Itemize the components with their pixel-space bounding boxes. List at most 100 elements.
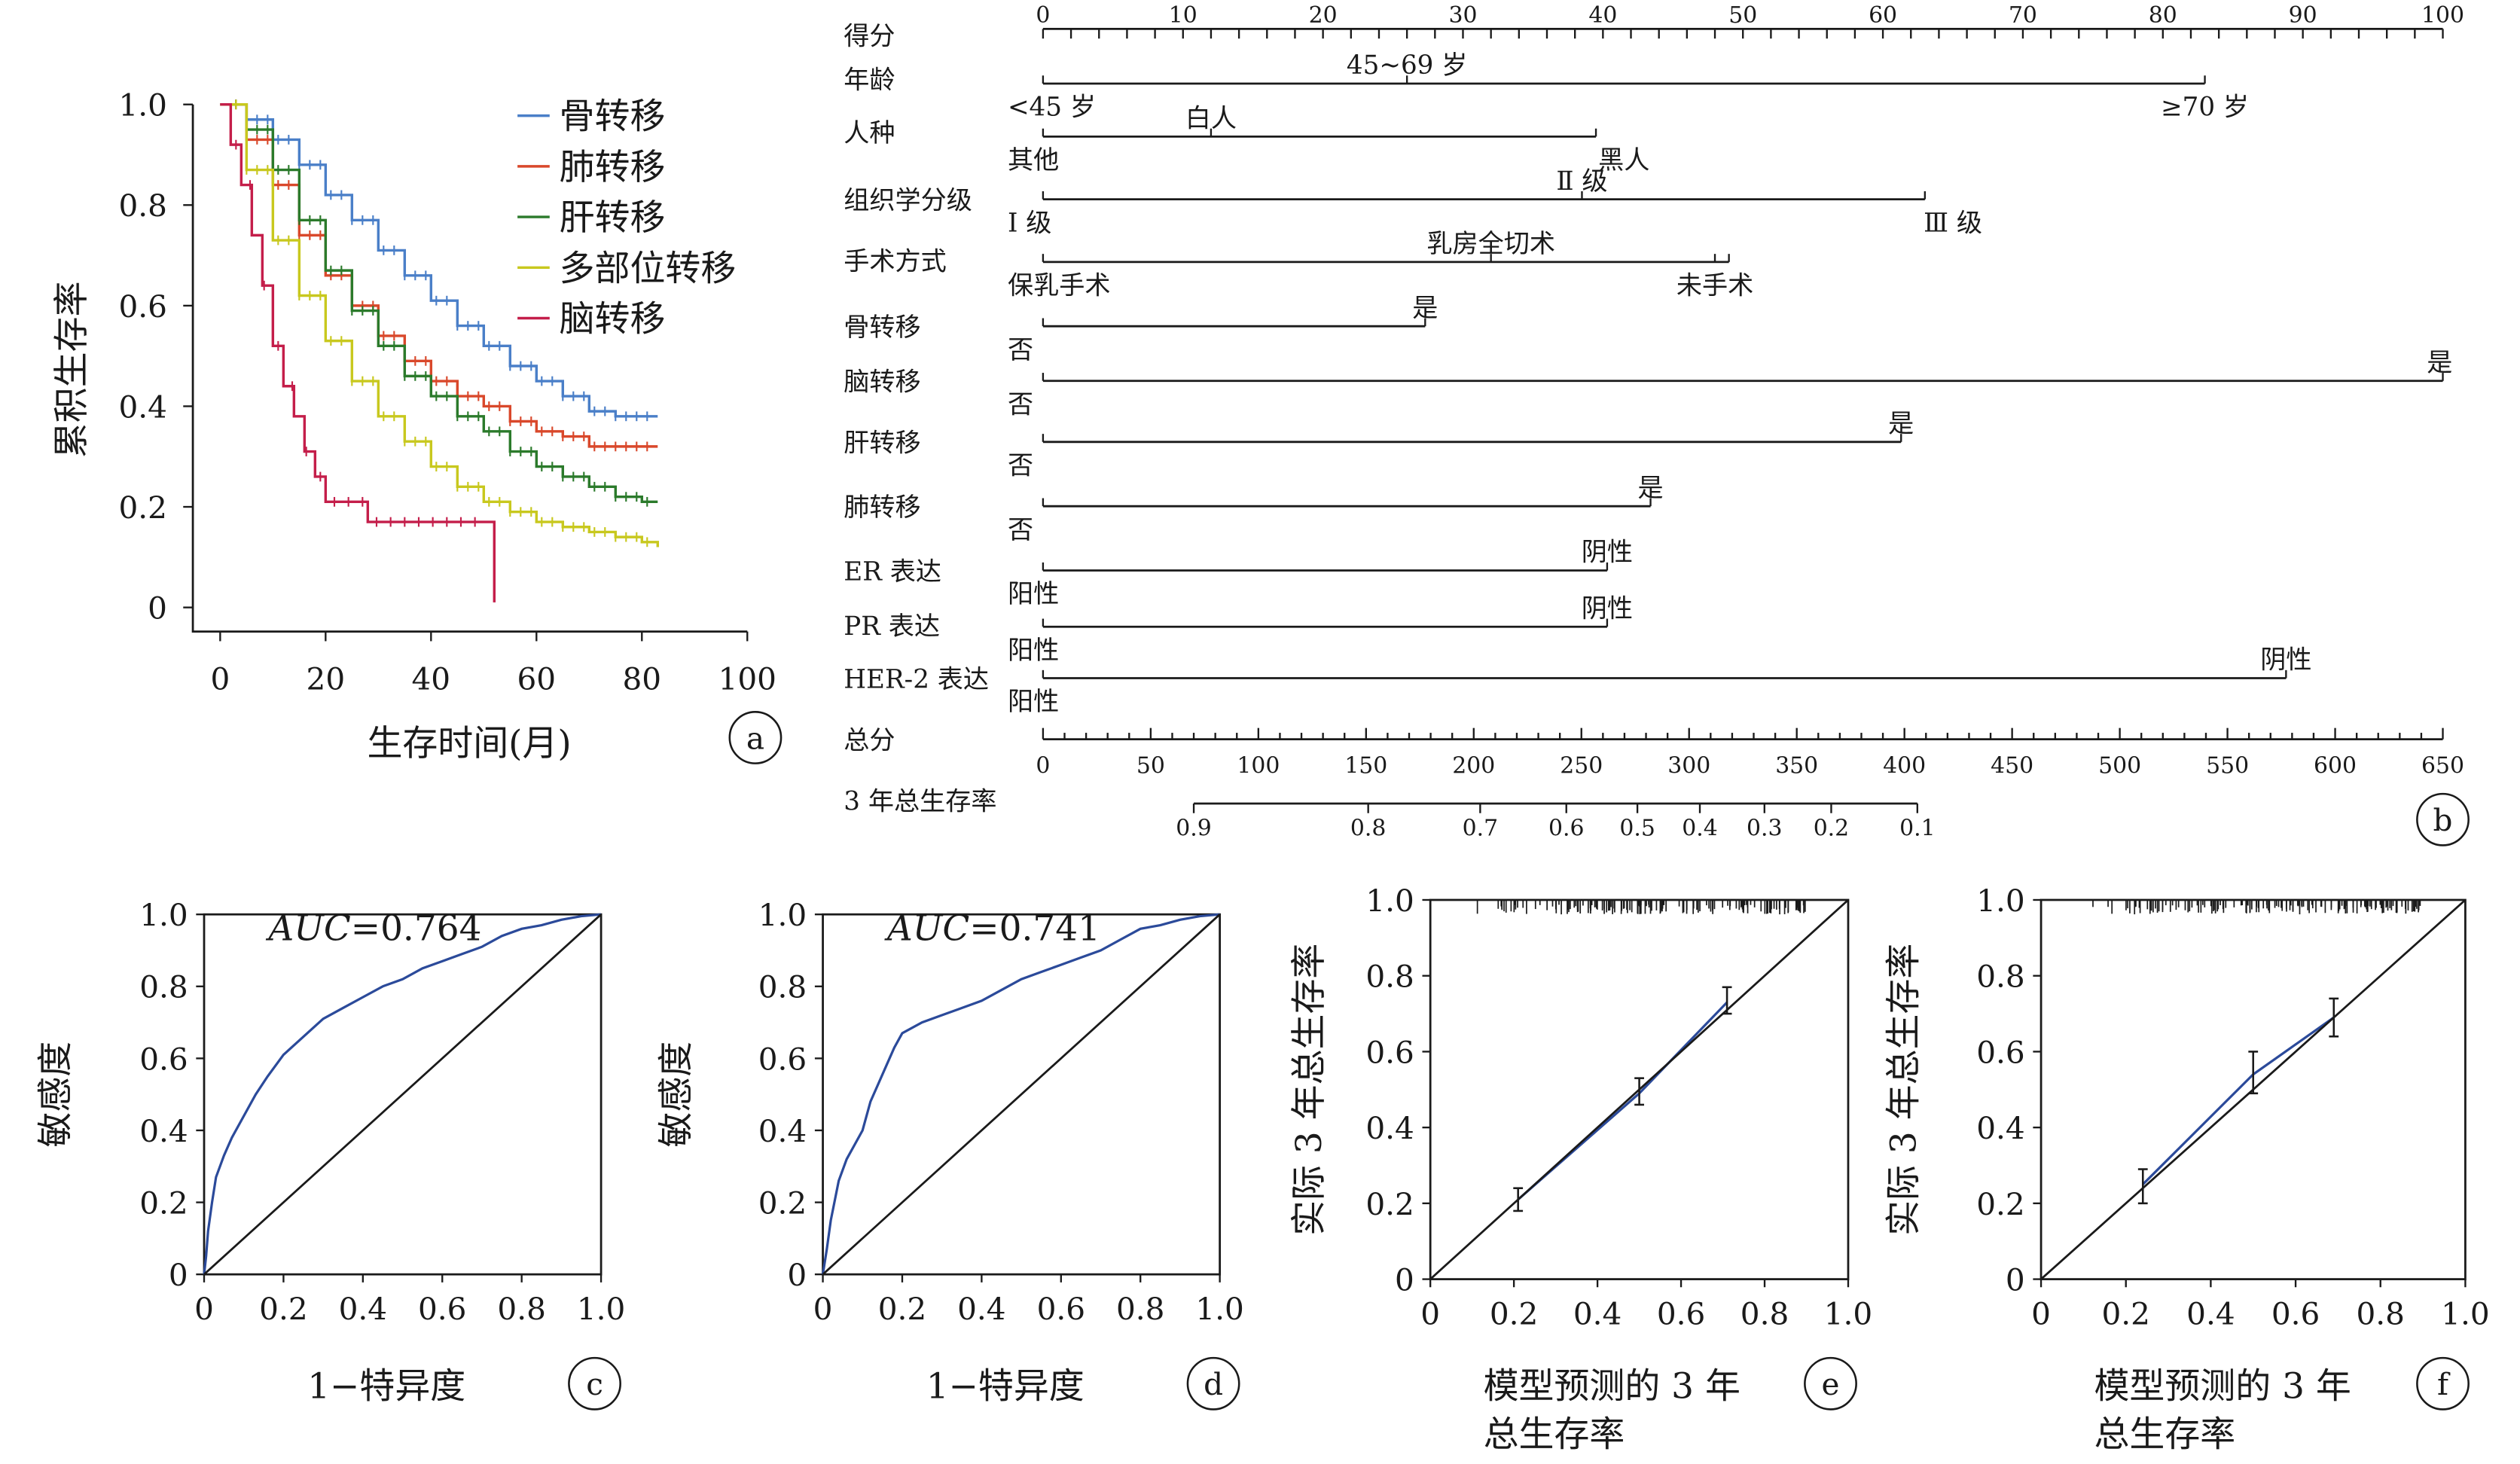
panel-c-y-tick-label: 0.8 [139, 969, 188, 1005]
panel-f-x-tick-label: 0.8 [2356, 1295, 2404, 1331]
panel-a-y-tick-label: 0.8 [118, 188, 166, 224]
panel-c-letter-circle [568, 1356, 621, 1411]
panel-f-x-tick-label: 0.4 [2186, 1295, 2235, 1331]
panel-a-x-label: 生存时间(月) [367, 723, 571, 764]
panel-d-y-tick-label: 0.4 [758, 1113, 807, 1149]
nomogram-total-tick-label: 300 [1667, 752, 1710, 779]
nomogram-points-tick-label: 60 [1869, 2, 1897, 29]
panel-c-series-1 [203, 913, 603, 1276]
panel-e-y-tick-label: 0.8 [1365, 959, 1414, 995]
panel-f-letter-circle [2416, 1356, 2470, 1411]
nomogram-row-mark-4-1: 是 [1412, 293, 1438, 323]
nomogram-survival-tick-label: 0.1 [1899, 816, 1936, 842]
panel-d-x-tick-label: 0.6 [1037, 1291, 1085, 1327]
nomogram-points-tick-label: 70 [2009, 2, 2037, 29]
nomogram-survival-tick-label: 0.3 [1747, 816, 1783, 842]
nomogram-row-mark-6-1: 是 [1888, 409, 1914, 439]
nomogram-row-label-6: 肝转移 [844, 429, 920, 459]
panel-f-letter: f [2437, 1366, 2451, 1402]
panel-a-series-3 [220, 102, 659, 547]
panel-f-x-label-line1: 模型预测的 3 年 [2094, 1365, 2351, 1407]
panel-d-auc-annotation: AUC=0.741 [884, 907, 1100, 949]
panel-f-y-tick-label: 0.6 [1976, 1034, 2024, 1070]
panel-a-legend-label-1: 肺转移 [560, 147, 666, 188]
panel-d-y-tick-label: 1.0 [758, 897, 807, 933]
panel-a-y-label: 累积生存率 [51, 281, 93, 458]
panel-d-letter: d [1204, 1366, 1223, 1402]
panel-d-y-label: 敏感度 [655, 1042, 697, 1148]
panel-e-y-tick-label: 1.0 [1365, 883, 1414, 919]
nomogram-survival-tick-label: 0.6 [1548, 816, 1585, 842]
panel-d-y-tick-label: 0.2 [758, 1185, 807, 1222]
nomogram-row-label-2: 组织学分级 [844, 185, 972, 215]
nomogram-total-tick-label: 350 [1775, 752, 1818, 779]
nomogram-total-tick-label: 650 [2421, 752, 2464, 779]
panel-f-x-tick-label: 0.6 [2271, 1295, 2320, 1331]
nomogram-total-tick-label: 150 [1344, 752, 1387, 779]
panel-c-frame [203, 913, 603, 1276]
nomogram-row-mark-3-1: 乳房全切术 [1426, 229, 1555, 259]
panel-f-y-tick-label: 0.8 [1976, 959, 2024, 995]
nomogram-row-label-10: HER-2 表达 [844, 664, 989, 694]
nomogram-row-mark-7-0: 否 [1008, 515, 1033, 545]
panel-d-x-label: 1−特异度 [926, 1365, 1085, 1407]
panel-c-x-tick-label: 1.0 [577, 1291, 625, 1327]
nomogram-survival-tick-label: 0.9 [1176, 816, 1212, 842]
panel-a-y-tick-label: 0.2 [118, 490, 166, 526]
panel-e-x-tick-label: 0.8 [1741, 1295, 1789, 1331]
panel-c-y-label: 敏感度 [35, 1042, 77, 1148]
nomogram-row-mark-2-0: Ⅰ 级 [1008, 208, 1051, 238]
nomogram-total-tick-label: 600 [2314, 752, 2357, 779]
nomogram-row-mark-6-0: 否 [1008, 451, 1033, 481]
nomogram-total-tick-label: 400 [1883, 752, 1926, 779]
nomogram-row-label-0: 年龄 [844, 65, 895, 95]
panel-c-auc-value: =0.764 [351, 907, 482, 949]
panel-f-frame [2039, 898, 2467, 1280]
panel-f-y-tick-label: 0.4 [1976, 1110, 2024, 1146]
panel-d-x-tick-label: 0.8 [1116, 1291, 1164, 1327]
nomogram-row-mark-1-0: 其他 [1008, 145, 1059, 175]
panel-c-letter: c [586, 1366, 603, 1402]
panel-a-x-tick-label: 100 [718, 660, 776, 697]
panel-a-x-tick-label: 20 [307, 660, 346, 697]
nomogram-row-label-5: 脑转移 [844, 368, 920, 398]
panel-c-y-tick-label: 0.6 [139, 1041, 188, 1077]
panel-a-series-0 [220, 102, 658, 418]
panel-d-series-0 [821, 913, 1220, 1275]
panel-e-x-tick-label: 0 [1420, 1295, 1440, 1331]
panel-d-auc-label: AUC [884, 907, 969, 949]
nomogram-total-tick-label: 50 [1136, 752, 1165, 779]
panel-e-x-label-line1: 模型预测的 3 年 [1484, 1365, 1741, 1407]
panel-f-x-tick-label: 0.2 [2101, 1295, 2149, 1331]
nomogram-row-mark-10-1: 阴性 [2260, 645, 2311, 676]
nomogram-row-mark-0-0: <45 岁 [1008, 93, 1096, 123]
panel-e-x-label-line2: 总生存率 [1484, 1414, 1625, 1456]
panel-a-legend-label-0: 骨转移 [560, 96, 666, 138]
panel-d-y-tick-label: 0 [787, 1257, 807, 1293]
nomogram-row-mark-10-0: 阳性 [1008, 687, 1059, 717]
panel-d-x-tick-label: 0 [813, 1291, 833, 1327]
panel-c-y-tick-label: 0.2 [139, 1185, 188, 1222]
nomogram-row-label-4: 骨转移 [844, 313, 920, 343]
nomogram-points-tick-label: 80 [2149, 2, 2177, 29]
panel-a-series-4 [220, 102, 496, 602]
nomogram-total-tick-label: 550 [2206, 752, 2249, 779]
nomogram-total-tick-label: 250 [1560, 752, 1603, 779]
panel-c-x-tick-label: 0.6 [418, 1291, 466, 1327]
nomogram-row-label-8: ER 表达 [844, 557, 941, 587]
nomogram-survival-tick-label: 0.5 [1619, 816, 1655, 842]
nomogram-row-label-9: PR 表达 [844, 612, 940, 642]
nomogram-row-mark-3-0: 保乳手术 [1008, 271, 1111, 301]
nomogram-row-label-7: 肺转移 [844, 493, 920, 523]
nomogram-points-tick-label: 90 [2289, 2, 2317, 29]
panel-a-legend-label-2: 肝转移 [560, 197, 666, 239]
nomogram-row-mark-1-1: 白人 [1185, 104, 1237, 134]
nomogram-points-tick-label: 10 [1169, 2, 1197, 29]
nomogram-total-tick-label: 100 [1237, 752, 1280, 779]
panel-a-x-tick-label: 40 [412, 660, 451, 697]
panel-e-y-label: 实际 3 年总生存率 [1289, 944, 1330, 1236]
panel-a-x-tick-label: 0 [210, 660, 230, 697]
nomogram-row-mark-0-1: 45~69 岁 [1347, 50, 1467, 81]
nomogram-row-mark-2-1: Ⅱ 级 [1556, 166, 1607, 197]
